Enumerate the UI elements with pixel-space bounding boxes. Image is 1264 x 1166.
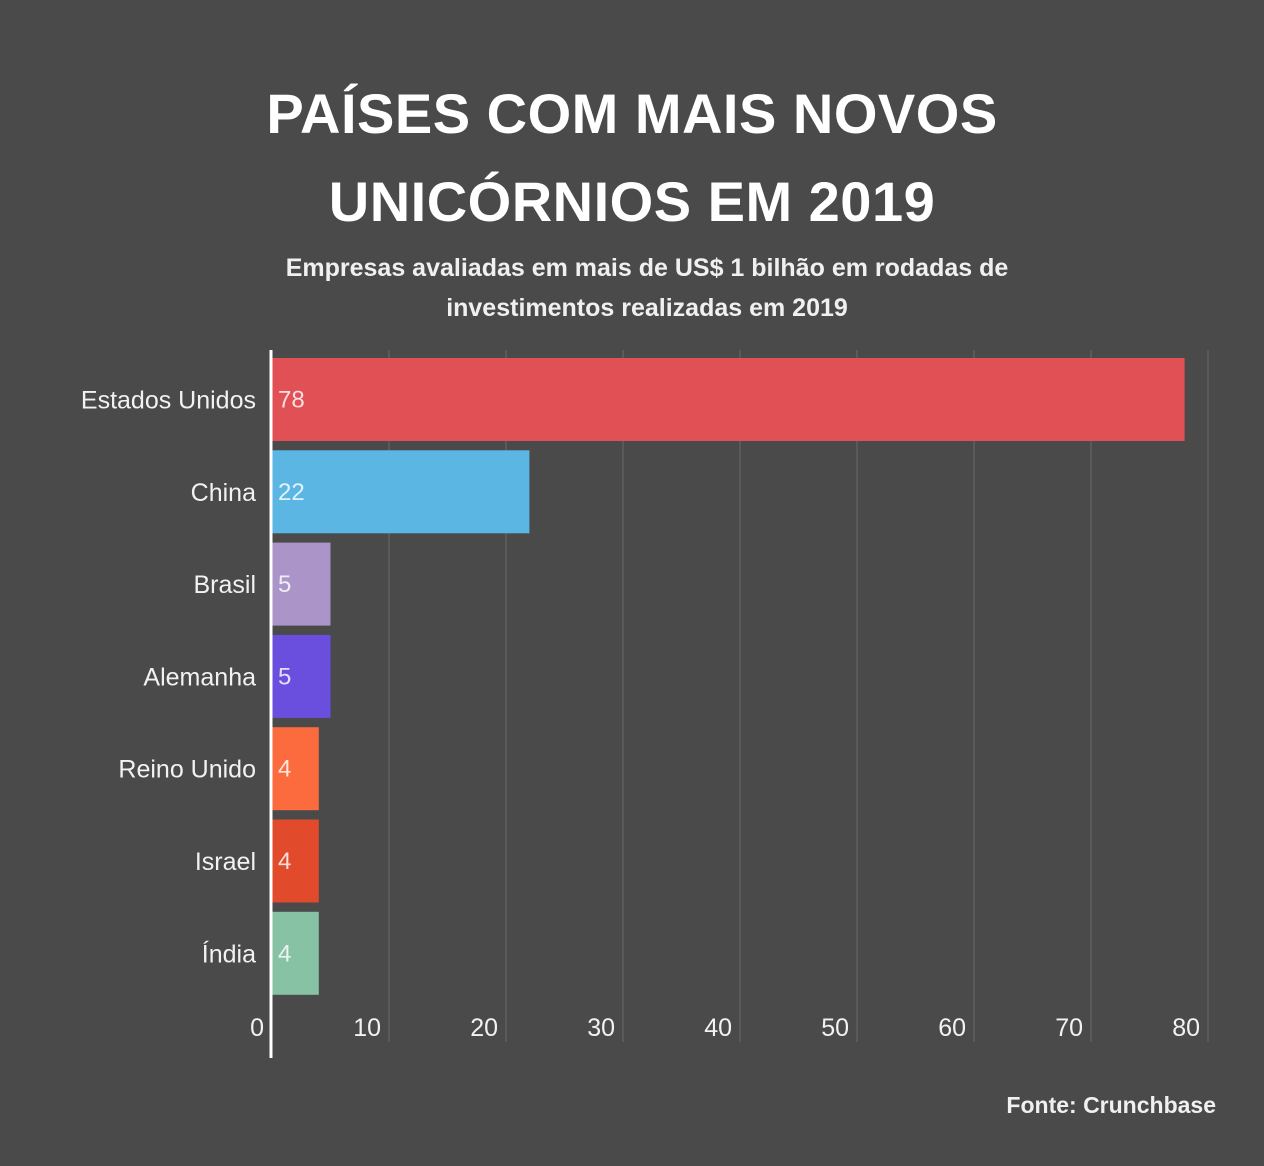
category-label: Índia xyxy=(202,939,256,968)
chart-title: PAÍSES COM MAIS NOVOS UNICÓRNIOS EM 2019 xyxy=(0,70,1264,246)
tick-label: 80 xyxy=(1172,1014,1200,1042)
bar xyxy=(272,634,331,718)
category-label: Israel xyxy=(195,848,256,876)
bar xyxy=(272,542,331,626)
tick-label: 40 xyxy=(704,1014,732,1042)
tick-label: 10 xyxy=(353,1014,381,1042)
bar xyxy=(272,911,319,995)
source-note: Fonte: Crunchbase xyxy=(1006,1092,1216,1118)
data-label: 5 xyxy=(278,663,291,690)
bar xyxy=(272,727,319,811)
category-label: Alemanha xyxy=(143,663,256,691)
data-label: 4 xyxy=(278,756,291,783)
tick-label: 60 xyxy=(938,1014,966,1042)
category-label: Estados Unidos xyxy=(81,387,256,415)
tick-label: 0 xyxy=(250,1014,264,1042)
bar xyxy=(272,819,319,903)
bar xyxy=(272,450,530,534)
category-label: Brasil xyxy=(193,571,256,599)
tick-label: 30 xyxy=(587,1014,615,1042)
chart-subtitle: Empresas avaliadas em mais de US$ 1 bilh… xyxy=(285,254,1009,322)
bar xyxy=(272,358,1185,441)
tick-label: 20 xyxy=(470,1014,498,1042)
tick-label: 70 xyxy=(1055,1014,1083,1042)
data-label: 22 xyxy=(278,479,305,506)
data-label: 4 xyxy=(278,848,291,875)
data-label: 5 xyxy=(278,571,291,598)
chart-title-line-2: UNICÓRNIOS EM 2019 xyxy=(328,170,936,233)
data-label: 4 xyxy=(278,940,291,967)
category-label: Reino Unido xyxy=(118,756,256,784)
tick-label: 50 xyxy=(821,1014,849,1042)
category-label: China xyxy=(191,479,256,507)
data-label: 78 xyxy=(278,387,305,414)
chart-title-line-1: PAÍSES COM MAIS NOVOS xyxy=(266,82,998,145)
